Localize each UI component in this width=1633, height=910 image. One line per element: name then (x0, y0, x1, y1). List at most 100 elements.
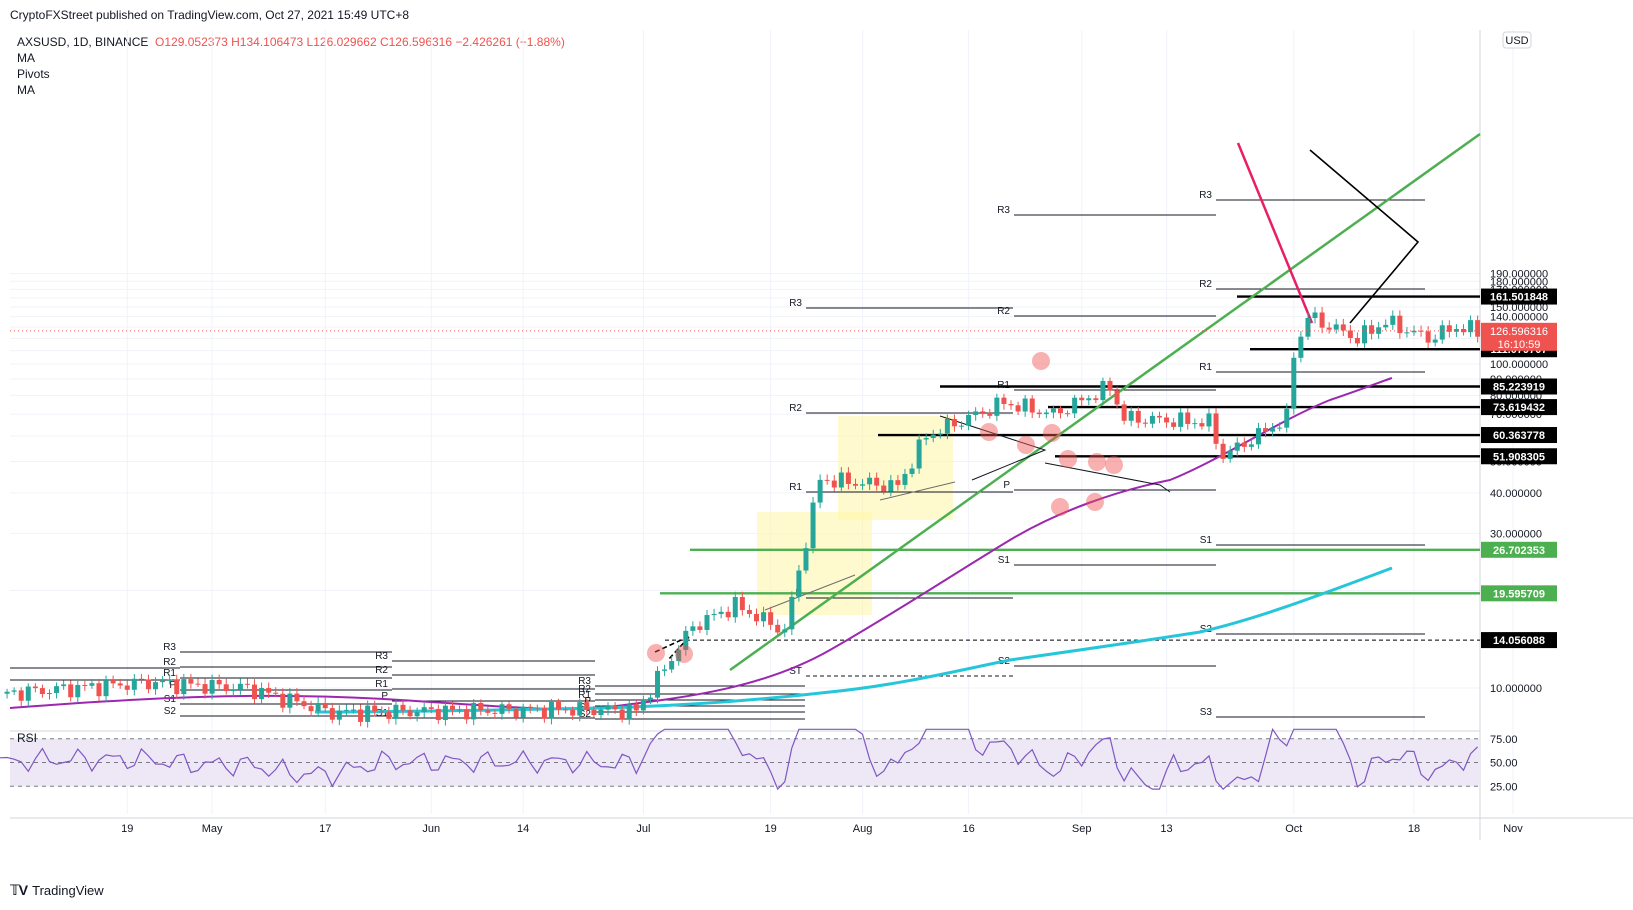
currency-badge[interactable]: USD (1502, 31, 1532, 49)
pivot-label: S1 (164, 694, 177, 705)
key-level-tag (1481, 448, 1557, 465)
candle-body (753, 613, 759, 622)
time-tick-label: 14 (517, 823, 529, 835)
candle-body (280, 693, 286, 708)
candle-body (315, 703, 321, 712)
time-tick-label: Nov (1503, 823, 1523, 835)
legend-indicator-pivots[interactable]: Pivots (17, 67, 50, 81)
candle-body (527, 706, 533, 708)
candle-body (789, 596, 795, 630)
candle-body (435, 708, 441, 721)
key-level-tag-text: 73.619432 (1493, 402, 1545, 414)
candle-body (902, 473, 908, 485)
candle-body (1171, 422, 1177, 427)
key-level-tag-text: 26.702353 (1493, 545, 1545, 557)
candle-body (103, 680, 109, 697)
pivot-label: R2 (1199, 279, 1212, 290)
candle-body (1255, 428, 1261, 445)
legend-high: H134.106473 (231, 35, 304, 49)
candle-body (428, 707, 434, 709)
candle-body (54, 686, 60, 693)
pivot-label: R1 (789, 482, 802, 493)
rsi-tick-label: 75.00 (1490, 734, 1518, 746)
key-level-tag-text: 14.056088 (1493, 635, 1545, 647)
touch-marker (1017, 436, 1035, 454)
pivot-label: R1 (1199, 362, 1212, 373)
tradingview-logo[interactable]: 𝕋V TradingView (10, 882, 104, 899)
candle-body (570, 709, 576, 716)
candle-body (1050, 408, 1056, 413)
candle-body (951, 418, 957, 427)
pivot-label: R2 (578, 684, 591, 695)
candle-body (888, 480, 894, 492)
pivot-lines: R3R2R1PS1S2R3R2R1PS1R3R2R1PS1S2R3R2R1PST… (10, 190, 1425, 720)
candle-body (746, 610, 752, 614)
candle-body (577, 702, 583, 716)
candle-body (1178, 412, 1184, 427)
candle-body (1468, 320, 1474, 333)
candle-body (1383, 324, 1389, 328)
candle-body (252, 684, 258, 700)
price-chart[interactable]: R3R2R1PS1S2R3R2R1PS1R3R2R1PS1S2R3R2R1PST… (0, 28, 1633, 878)
candle-body (1114, 390, 1120, 405)
candle-body (75, 684, 81, 698)
candle-body (365, 705, 371, 722)
candle-body (768, 612, 774, 625)
legend-indicator-ma-2[interactable]: MA (17, 83, 35, 97)
candle-body (1362, 325, 1368, 344)
candle-body (153, 682, 159, 690)
candle-body (1149, 415, 1155, 424)
candle-body (223, 684, 229, 692)
triangle-1 (939, 415, 1047, 481)
candle-body (1234, 442, 1240, 451)
candle-body (633, 704, 639, 711)
legend-symbol[interactable]: AXSUSD, 1D, BINANCE (17, 35, 149, 49)
legend-symbol-row: AXSUSD, 1D, BINANCE O129.052373 H134.106… (17, 34, 565, 50)
time-axis[interactable]: 19 May 17 Jun 14 Jul 19 Aug 16 Sep 13 Oct 18 Nov (121, 823, 1523, 835)
time-tick-label: 18 (1408, 823, 1420, 835)
candle-body (1206, 413, 1212, 427)
candle-body (336, 710, 342, 720)
candle-body (216, 679, 222, 685)
pivot-label: R2 (375, 665, 388, 676)
candle-body (244, 683, 250, 685)
candle-body (266, 688, 272, 693)
ascending-trendline (729, 132, 1481, 672)
candle-body (1065, 413, 1071, 415)
legend-indicator-ma-1[interactable]: MA (17, 51, 35, 65)
candle-body (1164, 417, 1170, 423)
candle-body (1263, 428, 1269, 432)
candle-body (1312, 312, 1318, 318)
candle-body (372, 705, 378, 712)
ma-long-line (314, 566, 1393, 714)
candle-body (287, 693, 293, 708)
candle-body (82, 684, 88, 686)
pivot-label: R1 (163, 668, 176, 679)
pivot-label: R3 (1199, 190, 1212, 201)
pivot-label: R2 (997, 306, 1010, 317)
candle-body (124, 685, 130, 690)
key-level-tag-text: 51.908305 (1493, 451, 1545, 463)
tv-logo-icon: 𝕋V (10, 882, 28, 898)
key-level-tag-text: 161.501848 (1490, 292, 1548, 304)
candle-body (838, 472, 844, 488)
touch-marker (1051, 498, 1069, 516)
candle-body (386, 711, 392, 719)
candle-body (937, 433, 943, 435)
candle-body (725, 611, 731, 618)
candle-body (1142, 422, 1148, 424)
highlight-boxes (757, 416, 953, 615)
candle-body (1185, 412, 1191, 424)
candle-body (471, 702, 477, 720)
candle-body (845, 472, 851, 484)
candle-body (442, 705, 448, 721)
candle-body (548, 701, 554, 719)
key-level-tag-text: 19.595709 (1493, 588, 1545, 600)
rsi-pane: 75.00 50.00 25.00 (0, 727, 1518, 793)
touch-marker (1105, 456, 1123, 474)
pivot-label: S1 (1200, 535, 1213, 546)
candle-body (209, 679, 215, 694)
candle-body (909, 468, 915, 474)
candle-body (1347, 330, 1353, 338)
key-level-tag-text: 85.223919 (1493, 381, 1545, 393)
